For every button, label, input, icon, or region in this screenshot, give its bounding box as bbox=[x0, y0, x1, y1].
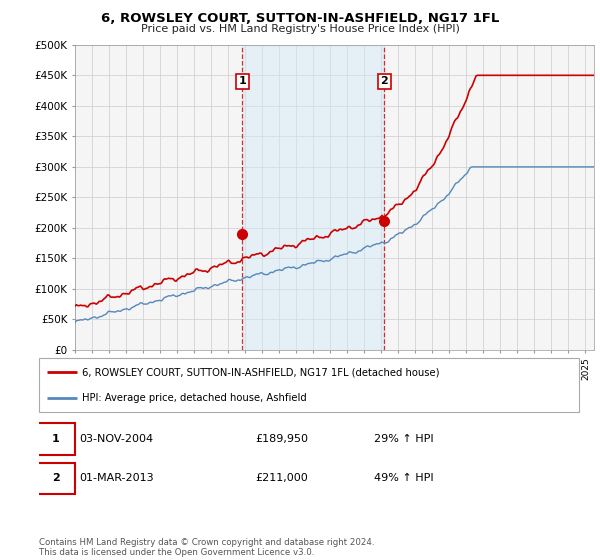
Text: 1: 1 bbox=[52, 434, 59, 444]
Text: 29% ↑ HPI: 29% ↑ HPI bbox=[374, 434, 433, 444]
Text: 1: 1 bbox=[239, 76, 247, 86]
Text: 6, ROWSLEY COURT, SUTTON-IN-ASHFIELD, NG17 1FL: 6, ROWSLEY COURT, SUTTON-IN-ASHFIELD, NG… bbox=[101, 12, 499, 25]
Text: 2: 2 bbox=[52, 473, 59, 483]
Text: 03-NOV-2004: 03-NOV-2004 bbox=[79, 434, 154, 444]
Text: Price paid vs. HM Land Registry's House Price Index (HPI): Price paid vs. HM Land Registry's House … bbox=[140, 24, 460, 34]
Text: 49% ↑ HPI: 49% ↑ HPI bbox=[374, 473, 433, 483]
FancyBboxPatch shape bbox=[39, 358, 579, 412]
Text: 6, ROWSLEY COURT, SUTTON-IN-ASHFIELD, NG17 1FL (detached house): 6, ROWSLEY COURT, SUTTON-IN-ASHFIELD, NG… bbox=[82, 367, 440, 377]
Text: £189,950: £189,950 bbox=[255, 434, 308, 444]
FancyBboxPatch shape bbox=[36, 423, 75, 455]
Text: 01-MAR-2013: 01-MAR-2013 bbox=[79, 473, 154, 483]
Text: HPI: Average price, detached house, Ashfield: HPI: Average price, detached house, Ashf… bbox=[82, 393, 307, 403]
Text: £211,000: £211,000 bbox=[255, 473, 308, 483]
Text: Contains HM Land Registry data © Crown copyright and database right 2024.
This d: Contains HM Land Registry data © Crown c… bbox=[39, 538, 374, 557]
FancyBboxPatch shape bbox=[36, 463, 75, 494]
Text: 2: 2 bbox=[380, 76, 388, 86]
